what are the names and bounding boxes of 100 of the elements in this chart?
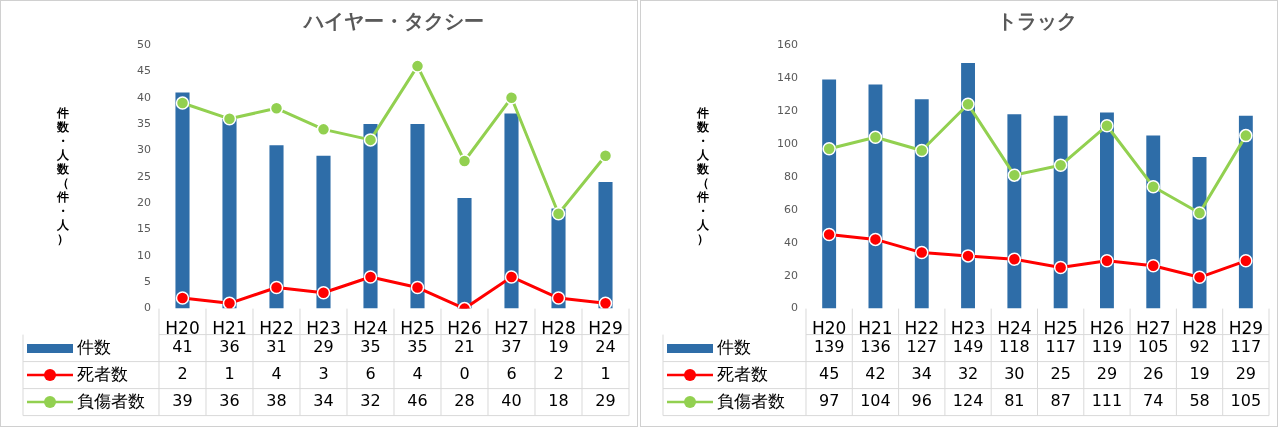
point	[915, 143, 929, 158]
chart-title: トラック	[997, 9, 1078, 34]
point	[316, 286, 331, 300]
y-tick-label: 120	[777, 103, 798, 117]
x-tick-label: H28	[541, 318, 576, 339]
data-label: 46	[407, 391, 428, 411]
x-tick-label: H29	[1228, 318, 1264, 339]
x-tick-label: H25	[400, 318, 435, 339]
data-label: 127	[906, 337, 938, 357]
x-tick-label: H26	[447, 318, 482, 339]
y-tick-label: 35	[137, 116, 151, 130]
data-label: 6	[365, 364, 376, 384]
data-label: 34	[313, 391, 334, 411]
x-tick-label: H21	[858, 318, 893, 339]
data-label: 19	[548, 337, 569, 357]
point	[269, 280, 284, 295]
bar	[598, 182, 613, 309]
data-label: 136	[860, 337, 891, 357]
data-label: 36	[219, 337, 240, 357]
data-label: 105	[1230, 391, 1262, 411]
point	[822, 227, 836, 242]
data-label: 29	[1235, 364, 1257, 384]
data-label: 117	[1045, 337, 1076, 357]
y-tick-label: 60	[784, 202, 798, 216]
data-label: 45	[818, 364, 840, 384]
legend-label: 死者数	[77, 363, 128, 384]
point	[222, 112, 237, 126]
x-tick-label: H26	[1089, 318, 1125, 339]
data-label: 39	[172, 391, 193, 411]
point	[1007, 168, 1022, 182]
y-tick-label: 0	[144, 301, 151, 315]
y-tick-label: 50	[137, 37, 151, 51]
y-tick-label: 20	[137, 196, 151, 210]
chart-title: ハイヤー・タクシー	[302, 9, 484, 34]
data-label: 41	[172, 337, 193, 357]
bar	[822, 79, 837, 309]
legend-label: 件数	[717, 336, 751, 357]
data-label: 35	[360, 337, 381, 357]
point	[457, 154, 472, 168]
point	[551, 291, 566, 305]
data-label: 58	[1189, 391, 1210, 411]
point	[1053, 260, 1068, 275]
data-label: 30	[1004, 364, 1025, 384]
x-tick-label: H25	[1043, 318, 1078, 339]
data-label: 40	[501, 391, 522, 411]
point	[410, 280, 425, 295]
point	[175, 291, 190, 305]
point	[1239, 128, 1253, 143]
y-tick-label: 40	[137, 90, 151, 104]
bar	[1238, 115, 1253, 309]
bar	[222, 118, 237, 309]
y-tick-label: 5	[144, 275, 151, 289]
point	[504, 270, 519, 284]
y-tick-label: 100	[777, 136, 798, 150]
data-label: 3	[318, 364, 329, 384]
x-tick-label: H23	[950, 318, 986, 339]
point	[915, 245, 929, 260]
point	[1007, 252, 1022, 266]
y-tick-label: 20	[784, 268, 798, 282]
legend-label: 件数	[77, 336, 111, 357]
y-tick-label: 45	[137, 64, 151, 78]
data-label: 25	[1050, 364, 1071, 384]
data-label: 26	[1143, 364, 1164, 384]
x-tick-label: H20	[165, 318, 200, 339]
point	[1239, 254, 1253, 268]
x-tick-label: H24	[997, 318, 1032, 339]
data-label: 2	[553, 364, 564, 384]
data-label: 111	[1091, 391, 1123, 411]
data-label: 96	[911, 391, 932, 411]
data-label: 38	[266, 391, 287, 411]
data-label: 19	[1189, 364, 1210, 384]
data-label: 36	[219, 391, 240, 411]
x-tick-label: H20	[811, 318, 847, 339]
data-label: 28	[454, 391, 475, 411]
point	[868, 130, 883, 145]
data-label: 24	[595, 337, 616, 357]
data-label: 104	[860, 391, 891, 411]
point	[410, 59, 425, 73]
data-label: 35	[407, 337, 428, 357]
x-tick-label: H22	[904, 318, 939, 339]
x-tick-label: H21	[212, 318, 247, 339]
text: 件数・人数（件・人）	[697, 105, 709, 246]
bar	[504, 113, 519, 309]
data-label: 18	[548, 391, 569, 411]
point	[1053, 158, 1068, 173]
data-label: 2	[177, 364, 188, 384]
point	[1100, 118, 1114, 133]
point	[269, 101, 284, 116]
data-label: 29	[595, 391, 616, 411]
data-label: 34	[911, 364, 932, 384]
legend-label: 負傷者数	[717, 390, 785, 411]
legend-label: 死者数	[717, 363, 768, 384]
data-label: 97	[818, 391, 840, 411]
point	[1146, 179, 1160, 194]
point	[175, 96, 190, 110]
data-label: 87	[1050, 391, 1071, 411]
y-tick-label: 25	[137, 169, 151, 183]
bar	[175, 92, 190, 309]
y-tick-label: 30	[137, 143, 151, 157]
bar	[457, 197, 472, 309]
